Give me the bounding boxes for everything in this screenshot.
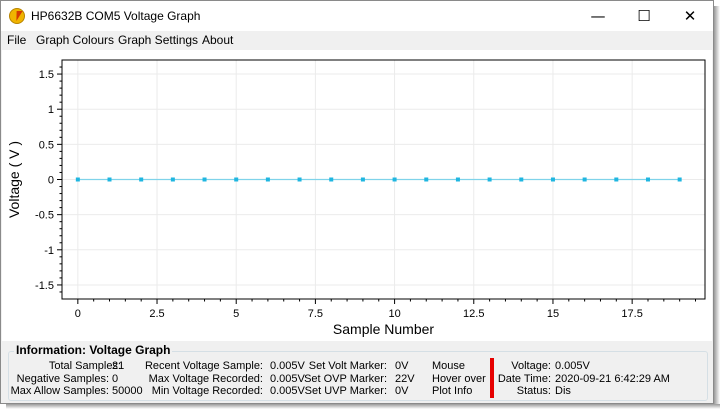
total-samples-value: 21 (112, 360, 125, 372)
y-tick-label: -1.5 (35, 280, 54, 292)
x-tick-label: 17.5 (621, 308, 642, 320)
negative-samples-label: Negative Samples: (16, 373, 109, 385)
voltage-plot-area[interactable]: 0 2.5 5 7.5 10 12.5 15 17.5 1.5 1 0.5 0 -0.5 -1 -1.5 Sa… (2, 50, 712, 341)
status-value: Dis (555, 385, 571, 397)
min-voltage-value: 0.005V (270, 385, 305, 397)
data-point (550, 177, 555, 182)
data-point (677, 177, 682, 182)
data-point (360, 177, 365, 182)
voltage-chart[interactable]: 0 2.5 5 7.5 10 12.5 15 17.5 1.5 1 0.5 0 -0.5 -1 -1.5 Sa… (2, 50, 712, 341)
data-point (75, 177, 80, 182)
y-tick-label: 1 (48, 104, 54, 116)
status-indicator-bar (490, 358, 494, 398)
lightning-app-icon (9, 8, 25, 24)
info-title: Information: Voltage Graph (14, 343, 173, 357)
x-tick-label: 2.5 (149, 308, 164, 320)
data-point (582, 177, 587, 182)
y-axis-label: Voltage ( V ) (6, 141, 22, 218)
set-volt-marker-value: 0V (395, 360, 409, 372)
y-tick-label: 0 (48, 175, 54, 187)
app-window: HP6632B COM5 Voltage Graph — ☐ ✕ File Gr… (0, 0, 714, 404)
data-point (107, 177, 112, 182)
x-tick-label: 12.5 (463, 308, 484, 320)
menu-graph-colours[interactable]: Graph Colours (36, 33, 115, 47)
negative-samples-value: 0 (112, 373, 119, 385)
data-point (614, 177, 619, 182)
menu-graph-settings[interactable]: Graph Settings (118, 33, 199, 47)
x-tick-label: 15 (547, 308, 559, 320)
x-tick-label: 5 (233, 308, 239, 320)
max-voltage-label: Max Voltage Recorded: (148, 373, 263, 385)
recent-voltage-value: 0.005V (270, 360, 305, 372)
date-time-value: 2020-09-21 6:42:29 AM (555, 373, 670, 385)
status-label: Status: (516, 385, 551, 397)
menu-file[interactable]: File (7, 33, 27, 47)
hover-over-label: Hover over (432, 373, 486, 385)
max-voltage-value: 0.005V (270, 373, 305, 385)
y-tick-label: 0.5 (39, 139, 54, 151)
maximize-button[interactable]: ☐ (637, 7, 651, 25)
hover-voltage-value: 0.005V (555, 360, 590, 372)
data-point (139, 177, 144, 182)
info-groupbox (8, 351, 708, 401)
max-allow-samples-label: Max Allow Samples: (10, 385, 109, 397)
y-tick-label: -1 (44, 245, 54, 257)
data-point (519, 177, 524, 182)
max-allow-samples-value: 50000 (112, 385, 143, 397)
data-point (487, 177, 492, 182)
data-point (265, 177, 270, 182)
data-point (234, 177, 239, 182)
min-voltage-label: Min Voltage Recorded: (151, 385, 263, 397)
data-point (170, 177, 175, 182)
set-ovp-marker-label: Set OVP Marker: (304, 373, 387, 385)
data-point (645, 177, 650, 182)
recent-voltage-label: Recent Voltage Sample: (144, 360, 263, 372)
minimize-button[interactable]: — (590, 7, 606, 25)
y-tick-label: 1.5 (39, 69, 54, 81)
menu-bar: File Graph Colours Graph Settings About (1, 31, 713, 50)
x-axis-label: Sample Number (333, 321, 434, 337)
data-point (329, 177, 334, 182)
set-ovp-marker-value: 22V (395, 373, 415, 385)
set-uvp-marker-value: 0V (395, 385, 409, 397)
x-tick-label: 7.5 (308, 308, 323, 320)
data-point (424, 177, 429, 182)
set-uvp-marker-label: Set UVP Marker: (304, 385, 387, 397)
close-button[interactable]: ✕ (683, 7, 697, 25)
data-point (392, 177, 397, 182)
y-tick-label: -0.5 (35, 210, 54, 222)
title-bar[interactable]: HP6632B COM5 Voltage Graph — ☐ ✕ (1, 1, 713, 31)
x-tick-label: 10 (388, 308, 400, 320)
data-point (297, 177, 302, 182)
total-samples-label: Total Samples: (48, 360, 121, 372)
mouse-label: Mouse (432, 360, 466, 372)
data-point (455, 177, 460, 182)
plot-info-label: Plot Info (432, 385, 473, 397)
x-tick-label: 0 (75, 308, 81, 320)
set-volt-marker-label: Set Volt Marker: (308, 360, 387, 372)
date-time-label: Date Time: (497, 373, 551, 385)
data-point (202, 177, 207, 182)
menu-about[interactable]: About (202, 33, 234, 47)
window-title: HP6632B COM5 Voltage Graph (31, 9, 201, 23)
hover-voltage-label: Voltage: (511, 360, 551, 372)
